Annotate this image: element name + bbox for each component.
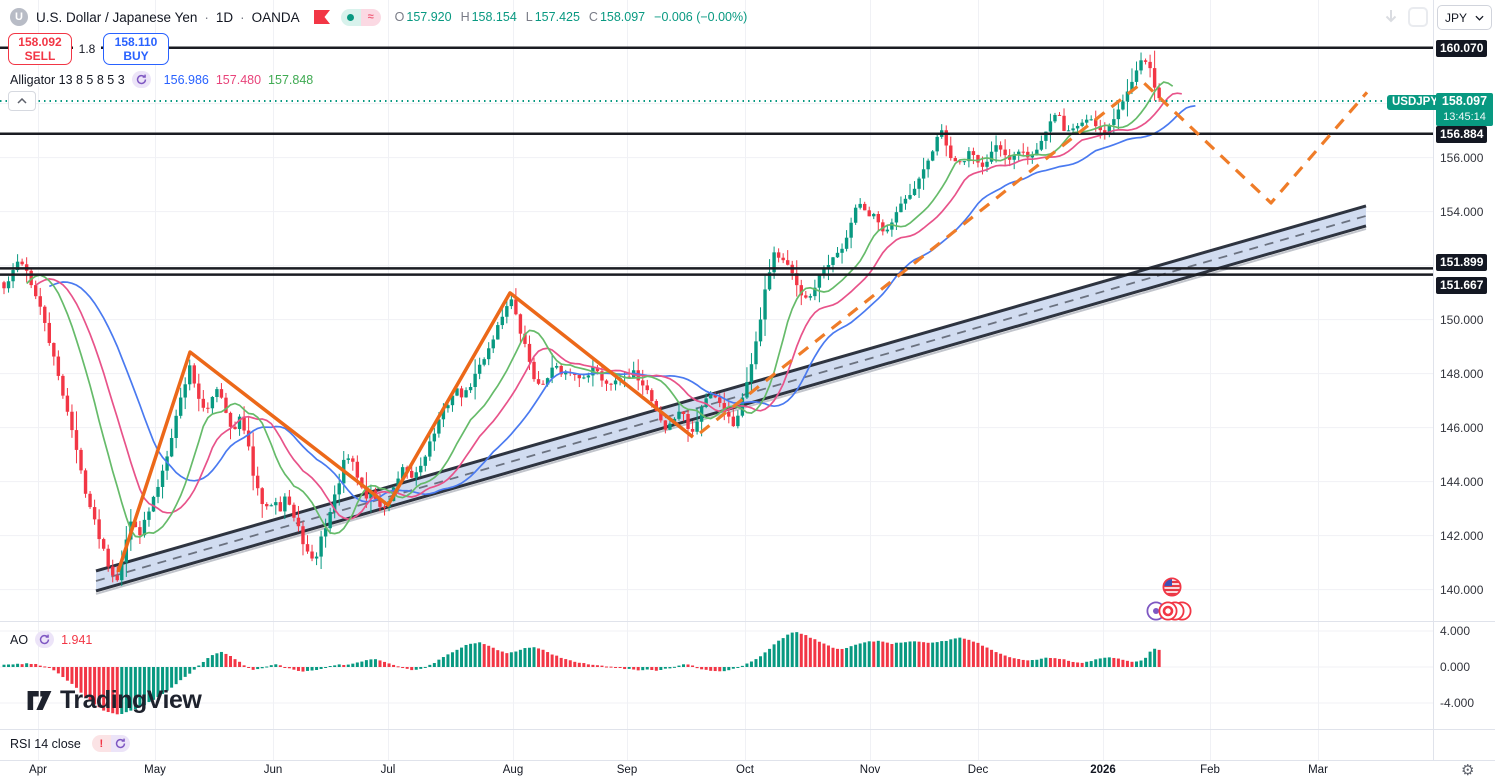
currency-label: JPY [1445, 10, 1468, 25]
level-price-label: 151.667 [1436, 276, 1488, 294]
ao-scale-label: -4.000 [1440, 696, 1475, 710]
maximize-icon[interactable] [1408, 7, 1428, 27]
ao-scale-label: 4.000 [1440, 624, 1471, 638]
level-price-label: 151.899 [1436, 254, 1488, 272]
symbol-logo: U [10, 8, 28, 26]
alligator-teeth-value: 157.480 [215, 72, 262, 87]
watermark-text: TradingView [60, 686, 202, 714]
alligator-title: Alligator 13 8 5 8 5 3 [10, 72, 125, 87]
price-scale-label: 140.000 [1440, 582, 1484, 597]
rsi-warning-icon[interactable]: ! [91, 735, 111, 752]
alligator-jaw-value: 156.986 [163, 72, 209, 87]
price-scale-label: 142.000 [1440, 528, 1484, 543]
horizontal-level-lines[interactable] [0, 46, 1433, 276]
time-scale-label: Dec [967, 764, 989, 776]
separator-dot: · [204, 9, 209, 25]
price-scale-label: 148.000 [1440, 366, 1484, 381]
spread-value: 1.8 [73, 42, 101, 56]
ao-legend[interactable]: AO 1.941 [10, 631, 92, 648]
time-scale-label: Jul [380, 764, 396, 776]
flag-icon[interactable] [313, 10, 331, 24]
time-scale-label: Sep [616, 764, 638, 776]
close-label: C [588, 10, 598, 24]
high-value: 158.154 [471, 10, 517, 24]
alligator-loading-icon[interactable] [131, 71, 151, 88]
low-label: L [525, 10, 533, 24]
buy-button[interactable]: 158.110 BUY [103, 33, 169, 65]
price-scale-label: 156.000 [1440, 150, 1484, 165]
level-price-label: 160.070 [1436, 39, 1488, 57]
bar-countdown: 13:45:14 [1443, 111, 1486, 123]
event-circle-icon [1158, 601, 1178, 621]
zigzag-drawing[interactable] [116, 291, 695, 573]
last-price-value: 158.097 [1441, 94, 1488, 108]
alligator-legend[interactable]: Alligator 13 8 5 8 5 3 156.986 157.480 1… [10, 71, 313, 88]
ao-loading-icon[interactable] [35, 631, 55, 648]
change-value: −0.006 (−0.00%) [654, 10, 748, 24]
price-scale-label: 144.000 [1440, 474, 1484, 489]
time-scale-label: Jun [263, 764, 283, 776]
ohlc-readout: O 157.920 H 158.154 L 157.425 C 158.097 −0.0… [395, 10, 748, 24]
download-arrow-icon[interactable] [1381, 7, 1401, 27]
buy-label: BUY [123, 49, 149, 63]
tradingview-logo-icon [27, 690, 52, 711]
alligator-jaw-line [48, 104, 1196, 503]
market-status-pill[interactable]: ≈ [340, 8, 381, 26]
rsi-loading-icon[interactable] [110, 735, 130, 752]
chevron-up-icon [17, 98, 27, 104]
time-scale-label: Apr [29, 764, 47, 776]
time-scale-label: Mar [1308, 764, 1328, 776]
rsi-title: RSI 14 close [10, 736, 81, 751]
timeframe-label[interactable]: 1D [215, 9, 234, 25]
realtime-dot-icon [340, 8, 361, 26]
price-scale-label: 150.000 [1440, 312, 1484, 327]
ao-value: 1.941 [61, 632, 93, 647]
low-value: 157.425 [534, 10, 580, 24]
level-price-label: 156.884 [1436, 125, 1488, 143]
ao-scale-label: 0.000 [1440, 660, 1471, 674]
separator-dot: · [240, 9, 245, 25]
price-scale-label: 146.000 [1440, 420, 1484, 435]
ao-title: AO [10, 632, 29, 647]
open-label: O [394, 10, 405, 24]
time-scale-label: Feb [1200, 764, 1220, 776]
sell-label: SELL [24, 49, 56, 63]
currency-selector[interactable]: JPY [1437, 5, 1492, 30]
buy-price: 158.110 [114, 34, 158, 49]
open-value: 157.920 [406, 10, 452, 24]
delayed-data-icon: ≈ [360, 8, 381, 26]
pane-separators[interactable] [0, 0, 1495, 761]
time-scale-label: Oct [736, 764, 754, 776]
chevron-down-icon [1475, 15, 1484, 21]
alligator-lips-value: 157.848 [268, 72, 314, 87]
last-price-label: 158.097 13:45:14 [1436, 93, 1493, 126]
symbol-price-tag: USDJPY [1387, 95, 1444, 110]
sell-button[interactable]: 158.092 SELL [8, 33, 72, 65]
rsi-legend[interactable]: RSI 14 close ! [10, 735, 130, 752]
grid-lines [0, 0, 1433, 760]
ao-histogram [2, 632, 1161, 715]
sell-price: 158.092 [18, 34, 62, 49]
symbol-title[interactable]: U.S. Dollar / Japanese Yen [36, 9, 198, 25]
gear-icon[interactable]: ⚙ [1461, 762, 1475, 779]
time-scale-label: Aug [502, 764, 524, 776]
high-label: H [460, 10, 470, 24]
time-scale-label: Nov [859, 764, 881, 776]
tradingview-watermark: TradingView [26, 686, 202, 715]
exchange-label[interactable]: OANDA [251, 9, 300, 25]
time-scale-label: 2026 [1090, 764, 1116, 776]
time-scale-label: May [144, 764, 166, 776]
close-value: 158.097 [599, 10, 646, 24]
price-scale-label: 154.000 [1440, 204, 1484, 219]
alligator-lips-line [26, 81, 1174, 538]
symbol-header[interactable]: U U.S. Dollar / Japanese Yen · 1D · OAND… [10, 6, 747, 28]
collapse-indicator-button[interactable] [8, 91, 36, 111]
projection-dashed-drawing[interactable] [699, 80, 1369, 435]
event-icons[interactable] [1146, 577, 1192, 621]
us-flag-event-icon [1164, 579, 1180, 595]
